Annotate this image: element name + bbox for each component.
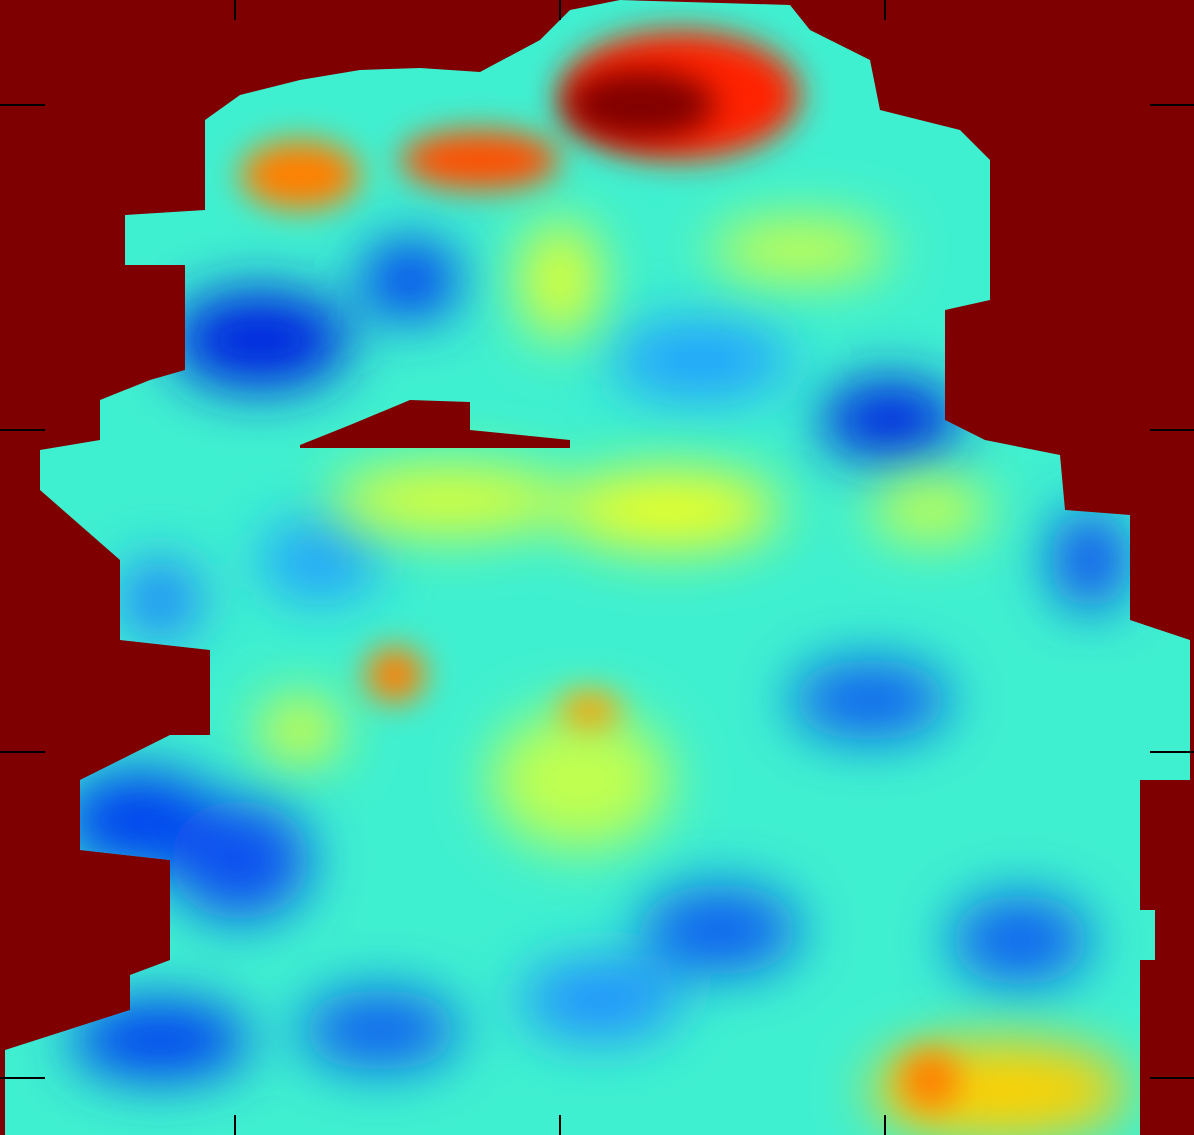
peak (565, 70, 715, 140)
heatmap (0, 0, 1194, 1135)
body: (() => { const data = JSON.parse(documen… (0, 0, 1194, 1135)
page: Heatmap {} html, body { margin: 0; paddi… (0, 0, 1194, 1135)
